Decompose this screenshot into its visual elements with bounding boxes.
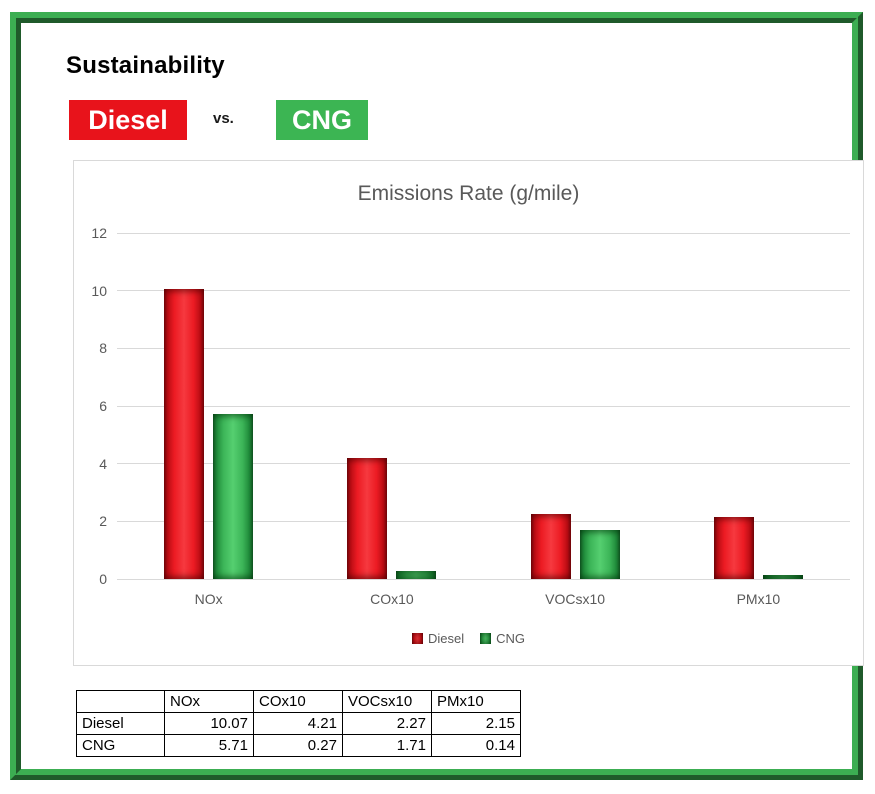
page-frame: Sustainability Diesel vs. CNG Emissions … (10, 12, 864, 780)
bar-groups (117, 233, 850, 579)
table-header-row: NOx COx10 VOCsx10 PMx10 (76, 690, 521, 713)
emissions-table: NOx COx10 VOCsx10 PMx10 Diesel 10.07 4.21 2.27 2… (76, 690, 521, 757)
x-axis-label-cox10: COx10 (370, 591, 414, 607)
table-header-cox10: COx10 (253, 690, 343, 713)
plot-area (117, 232, 850, 580)
value-diesel-vocsx10: 2.27 (342, 712, 432, 735)
value-cng-cox10: 0.27 (253, 734, 343, 757)
table-header-pmx10: PMx10 (431, 690, 521, 713)
bar-group-pmx10 (667, 233, 850, 579)
legend-item-cng: CNG (480, 631, 525, 646)
diesel-legend-swatch (411, 633, 423, 644)
row-label-cng: CNG (76, 734, 165, 757)
table-header-vocsx10: VOCsx10 (342, 690, 432, 713)
x-axis-label-pmx10: PMx10 (736, 591, 781, 607)
bar-cng-nox (213, 414, 254, 579)
y-axis-tick-label: 0 (99, 571, 107, 587)
table-row-diesel: Diesel 10.07 4.21 2.27 2.15 (76, 712, 521, 735)
gridline-2 (117, 520, 850, 522)
vs-label: vs. (213, 110, 234, 127)
value-diesel-nox: 10.07 (164, 712, 254, 735)
chart-title: Emissions Rate (g/mile) (357, 182, 580, 205)
bar-cng-vocsx10 (579, 529, 620, 579)
bar-diesel-cox10 (347, 457, 388, 579)
diesel-badge: Diesel (69, 100, 187, 140)
bar-group-vocsx10 (484, 233, 667, 579)
legend-label-diesel: Diesel (427, 631, 465, 646)
y-axis-tick-label: 2 (99, 513, 107, 530)
x-axis-labels: NOx COx10 VOCsx10 PMx10 (117, 591, 850, 607)
row-label-diesel: Diesel (76, 712, 165, 735)
legend-item-diesel: Diesel (411, 631, 465, 646)
value-cng-nox: 5.71 (164, 734, 254, 757)
gridline-4 (117, 463, 850, 465)
bar-cng-cox10 (396, 571, 437, 579)
cng-legend-swatch (480, 633, 492, 644)
bar-group-cox10 (300, 233, 483, 579)
legend-label-cng: CNG (496, 631, 525, 646)
page-title: Sustainability (66, 52, 225, 79)
y-axis: 0 2 4 6 8 10 12 (74, 225, 107, 587)
bar-diesel-pmx10 (713, 517, 754, 579)
gridline-0 (117, 578, 850, 580)
gridline-10 (117, 290, 850, 292)
cng-badge: CNG (276, 100, 368, 140)
y-axis-tick-label: 10 (91, 282, 107, 299)
x-axis-label-nox: NOx (194, 591, 223, 607)
y-axis-tick-label: 4 (99, 455, 107, 472)
x-axis-label-vocsx10: VOCsx10 (545, 591, 606, 607)
table-header-nox: NOx (164, 690, 254, 713)
table-corner-cell (76, 690, 165, 713)
bar-diesel-nox (164, 288, 205, 579)
value-cng-pmx10: 0.14 (431, 734, 521, 757)
bar-cng-pmx10 (762, 575, 803, 579)
legend: Diesel CNG (74, 631, 863, 646)
table-row-cng: CNG 5.71 0.27 1.71 0.14 (76, 734, 521, 757)
gridline-8 (117, 347, 850, 349)
value-diesel-cox10: 4.21 (253, 712, 343, 735)
value-cng-vocsx10: 1.71 (342, 734, 432, 757)
emissions-chart: Emissions Rate (g/mile) 0 2 4 6 8 10 12 NOx COx… (73, 160, 864, 666)
gridline-12 (117, 232, 850, 234)
bar-diesel-vocsx10 (530, 513, 571, 579)
y-axis-tick-label: 8 (99, 340, 107, 357)
y-axis-tick-label: 12 (91, 225, 107, 241)
y-axis-tick-label: 6 (99, 398, 107, 414)
bar-group-nox (117, 233, 300, 579)
value-diesel-pmx10: 2.15 (431, 712, 521, 735)
gridline-6 (117, 405, 850, 407)
